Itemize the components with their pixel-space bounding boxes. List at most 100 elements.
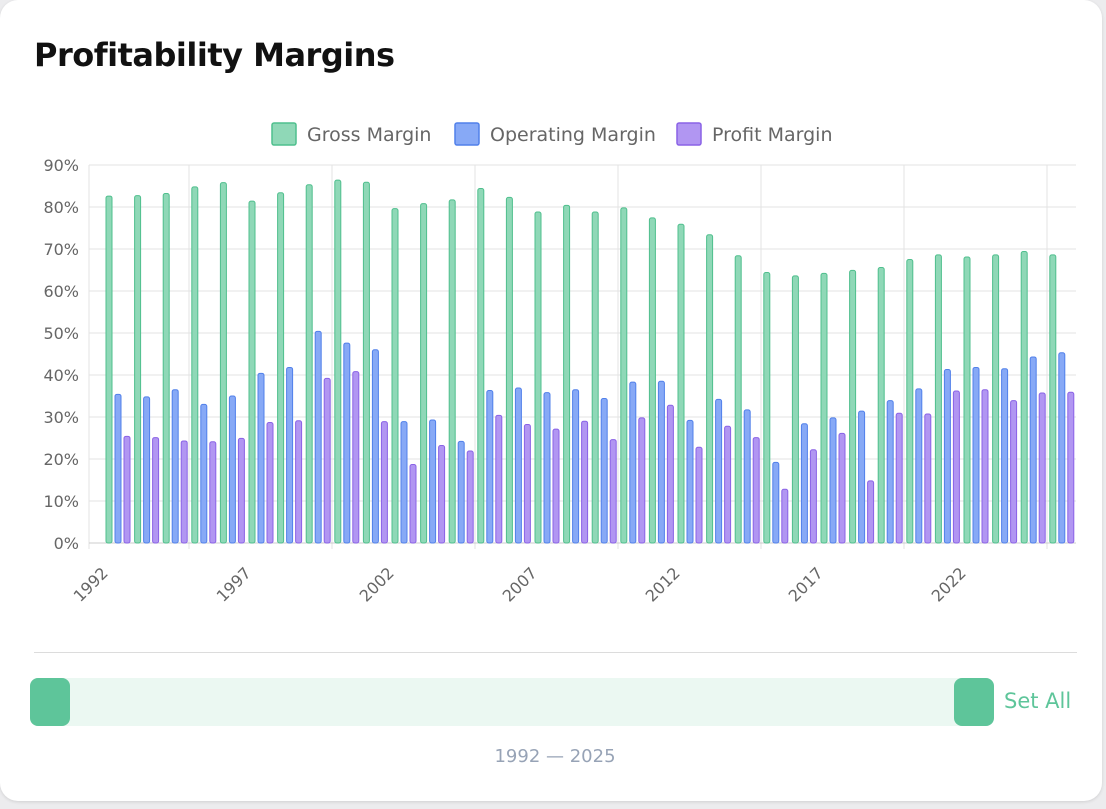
bar-profit-margin[interactable] (924, 413, 932, 544)
bar-gross-margin[interactable] (620, 207, 628, 544)
bar-operating-margin[interactable] (514, 387, 522, 544)
bar-gross-margin[interactable] (763, 272, 771, 544)
bar-operating-margin[interactable] (915, 388, 923, 544)
bar-gross-margin[interactable] (963, 256, 971, 544)
range-end-handle[interactable] (954, 678, 994, 726)
bar-profit-margin[interactable] (1067, 391, 1075, 544)
bar-operating-margin[interactable] (686, 419, 694, 544)
bar-operating-margin[interactable] (1058, 352, 1066, 544)
bar-gross-margin[interactable] (934, 254, 942, 544)
bar-gross-margin[interactable] (420, 203, 428, 544)
bar-gross-margin[interactable] (877, 266, 885, 544)
bar-operating-margin[interactable] (257, 372, 265, 544)
bar-gross-margin[interactable] (1020, 251, 1028, 544)
bar-gross-margin[interactable] (391, 208, 399, 544)
bar-gross-margin[interactable] (820, 272, 828, 544)
bar-operating-margin[interactable] (171, 389, 179, 544)
bar-profit-margin[interactable] (809, 449, 817, 544)
bar-profit-margin[interactable] (323, 377, 331, 544)
bar-gross-margin[interactable] (362, 181, 370, 544)
bar-gross-margin[interactable] (648, 217, 656, 544)
bar-profit-margin[interactable] (495, 414, 503, 544)
legend-label[interactable]: Operating Margin (490, 124, 656, 146)
bar-operating-margin[interactable] (972, 366, 980, 544)
bar-operating-margin[interactable] (572, 389, 580, 544)
bar-gross-margin[interactable] (677, 223, 685, 544)
bar-gross-margin[interactable] (162, 193, 170, 544)
bar-operating-margin[interactable] (743, 409, 751, 544)
bar-operating-margin[interactable] (343, 342, 351, 544)
bar-profit-margin[interactable] (838, 432, 846, 544)
bar-profit-margin[interactable] (695, 446, 703, 544)
bar-gross-margin[interactable] (448, 199, 456, 544)
range-start-handle[interactable] (30, 678, 70, 726)
bar-gross-margin[interactable] (105, 195, 113, 544)
bar-gross-margin[interactable] (277, 192, 285, 544)
bar-gross-margin[interactable] (849, 269, 857, 544)
bar-profit-margin[interactable] (981, 389, 989, 544)
bar-operating-margin[interactable] (400, 421, 408, 544)
bar-operating-margin[interactable] (715, 398, 723, 544)
bar-operating-margin[interactable] (228, 395, 236, 544)
bar-profit-margin[interactable] (724, 425, 732, 544)
legend-label[interactable]: Gross Margin (307, 124, 431, 146)
bar-gross-margin[interactable] (1049, 254, 1057, 544)
bar-operating-margin[interactable] (286, 366, 294, 544)
bar-operating-margin[interactable] (800, 423, 808, 544)
bar-profit-margin[interactable] (180, 440, 188, 544)
bar-gross-margin[interactable] (534, 211, 542, 544)
bar-gross-margin[interactable] (248, 200, 256, 544)
bar-profit-margin[interactable] (380, 421, 388, 544)
bar-profit-margin[interactable] (523, 424, 531, 544)
bar-operating-margin[interactable] (600, 398, 608, 544)
bar-gross-margin[interactable] (734, 255, 742, 544)
bar-profit-margin[interactable] (409, 463, 417, 544)
bar-gross-margin[interactable] (791, 275, 799, 544)
bar-profit-margin[interactable] (1038, 392, 1046, 544)
bar-operating-margin[interactable] (200, 403, 208, 544)
bar-operating-margin[interactable] (943, 369, 951, 544)
bar-gross-margin[interactable] (992, 254, 1000, 544)
bar-operating-margin[interactable] (657, 380, 665, 544)
bar-profit-margin[interactable] (1010, 400, 1018, 544)
bar-profit-margin[interactable] (638, 417, 646, 544)
bar-profit-margin[interactable] (466, 450, 474, 544)
bar-operating-margin[interactable] (429, 419, 437, 544)
bar-operating-margin[interactable] (143, 396, 151, 544)
bar-gross-margin[interactable] (191, 186, 199, 544)
range-slider-track[interactable] (30, 678, 992, 726)
bar-profit-margin[interactable] (666, 404, 674, 544)
legend-swatch[interactable] (271, 122, 297, 146)
bar-gross-margin[interactable] (305, 184, 313, 544)
legend-swatch[interactable] (676, 122, 702, 146)
bar-operating-margin[interactable] (886, 400, 894, 544)
bar-profit-margin[interactable] (123, 435, 131, 544)
bar-operating-margin[interactable] (486, 390, 494, 544)
bar-operating-margin[interactable] (543, 392, 551, 544)
bar-profit-margin[interactable] (438, 445, 446, 544)
bar-gross-margin[interactable] (591, 211, 599, 544)
bar-profit-margin[interactable] (609, 439, 617, 544)
bar-gross-margin[interactable] (505, 196, 513, 544)
bar-gross-margin[interactable] (134, 195, 142, 544)
bar-profit-margin[interactable] (295, 420, 303, 544)
bar-profit-margin[interactable] (895, 412, 903, 544)
bar-profit-margin[interactable] (352, 371, 360, 544)
bar-operating-margin[interactable] (314, 330, 322, 544)
bar-gross-margin[interactable] (477, 188, 485, 544)
bar-operating-margin[interactable] (858, 410, 866, 544)
bar-profit-margin[interactable] (152, 437, 160, 544)
bar-operating-margin[interactable] (457, 440, 465, 544)
bar-profit-margin[interactable] (952, 390, 960, 544)
bar-operating-margin[interactable] (1029, 356, 1037, 544)
bar-operating-margin[interactable] (114, 393, 122, 544)
legend-swatch[interactable] (454, 122, 480, 146)
bar-profit-margin[interactable] (552, 428, 560, 544)
set-all-button[interactable]: Set All (1004, 689, 1072, 713)
bar-gross-margin[interactable] (563, 204, 571, 544)
bar-profit-margin[interactable] (237, 437, 245, 544)
bar-profit-margin[interactable] (581, 420, 589, 544)
bar-operating-margin[interactable] (371, 349, 379, 544)
bar-operating-margin[interactable] (1001, 368, 1009, 544)
bar-operating-margin[interactable] (772, 461, 780, 544)
